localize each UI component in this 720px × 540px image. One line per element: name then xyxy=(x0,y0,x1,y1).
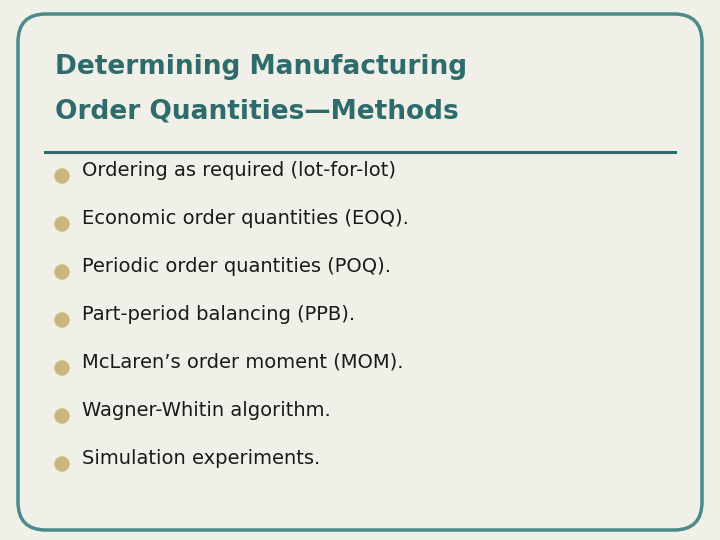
Text: Ordering as required (lot-for-lot): Ordering as required (lot-for-lot) xyxy=(82,161,396,180)
Circle shape xyxy=(55,409,69,423)
Text: Periodic order quantities (POQ).: Periodic order quantities (POQ). xyxy=(82,257,391,276)
Text: Part-period balancing (PPB).: Part-period balancing (PPB). xyxy=(82,305,355,324)
Circle shape xyxy=(55,217,69,231)
Text: Order Quantities—Methods: Order Quantities—Methods xyxy=(55,99,459,125)
Text: Economic order quantities (EOQ).: Economic order quantities (EOQ). xyxy=(82,209,409,228)
Circle shape xyxy=(55,313,69,327)
FancyBboxPatch shape xyxy=(18,14,702,530)
Text: Simulation experiments.: Simulation experiments. xyxy=(82,449,320,468)
Text: Determining Manufacturing: Determining Manufacturing xyxy=(55,54,467,80)
Circle shape xyxy=(55,457,69,471)
Text: Wagner-Whitin algorithm.: Wagner-Whitin algorithm. xyxy=(82,401,330,420)
Circle shape xyxy=(55,169,69,183)
Circle shape xyxy=(55,265,69,279)
Text: McLaren’s order moment (MOM).: McLaren’s order moment (MOM). xyxy=(82,353,403,372)
Circle shape xyxy=(55,361,69,375)
